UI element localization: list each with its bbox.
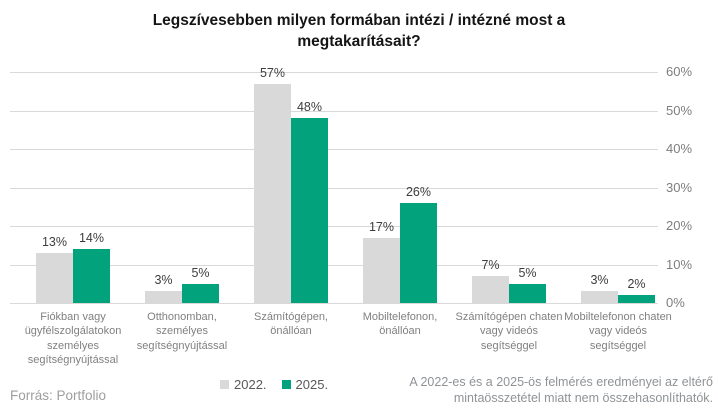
- legend-swatch-icon: [281, 380, 291, 389]
- bar-2022-cat2: [145, 291, 182, 303]
- value-label: 7%: [481, 258, 500, 273]
- legend-item-2022: 2022.: [220, 377, 267, 392]
- category-label: Fiókban vagy ügyfélszolgálatokon személy…: [24, 311, 122, 366]
- footnote: A 2022-es és a 2025-ös felmérés eredmény…: [409, 375, 713, 406]
- value-label: 13%: [41, 234, 68, 249]
- value-label: 3%: [154, 273, 173, 288]
- gridline: [10, 303, 658, 304]
- bar-2025-cat2: [182, 283, 219, 303]
- category-label: Számítógépen, önállóan: [254, 311, 328, 338]
- y-axis-tick-label: 10%: [666, 256, 693, 272]
- y-axis-tick-label: 20%: [666, 218, 693, 233]
- chart-title: Legszívesebben milyen formában intézi / …: [0, 11, 718, 53]
- y-axis-tick-label: 30%: [666, 179, 693, 195]
- bar-2022-cat1: [36, 252, 73, 303]
- source-label: Forrás: Portfolio: [10, 388, 107, 403]
- bar-2022-cat3: [254, 83, 291, 303]
- legend-swatch-icon: [220, 380, 229, 389]
- y-axis-tick-label: 50%: [666, 102, 693, 118]
- value-label: 14%: [78, 231, 105, 246]
- value-label: 5%: [191, 265, 210, 280]
- gridline: [10, 264, 658, 266]
- gridline: [10, 110, 658, 112]
- y-axis-tick-label: 0%: [666, 295, 685, 310]
- value-label: 17%: [368, 219, 395, 234]
- gridline: [10, 149, 658, 150]
- value-label: 48%: [296, 100, 323, 115]
- category-label: Mobiltelefonon, önállóan: [362, 311, 438, 338]
- y-axis-tick-label: 40%: [666, 141, 693, 156]
- y-axis-tick-label: 60%: [666, 64, 693, 79]
- legend-item-2025: 2025.: [281, 377, 329, 392]
- value-label: 57%: [259, 65, 286, 80]
- bar-2025-cat6: [618, 295, 655, 303]
- category-label: Otthonomban, személyes segítségnyújtássa…: [136, 311, 228, 352]
- legend-label: 2025.: [295, 377, 329, 392]
- bar-2025-cat5: [509, 283, 546, 303]
- value-label: 3%: [590, 273, 609, 288]
- bar-2022-cat6: [581, 291, 618, 303]
- bar-2025-cat4: [400, 202, 437, 303]
- gridline: [10, 226, 658, 227]
- category-label: Mobiltelefonon chaten vagy videós segíts…: [564, 311, 672, 352]
- bar-2022-cat5: [472, 276, 509, 303]
- value-label: 2%: [627, 277, 646, 292]
- legend: 2022. 2025.: [220, 377, 328, 392]
- bar-2022-cat4: [363, 237, 400, 303]
- gridline: [10, 187, 658, 189]
- bar-2025-cat3: [291, 118, 328, 303]
- category-label: Számítógépen chaten vagy videós segítség…: [455, 311, 563, 352]
- value-label: 26%: [405, 184, 432, 199]
- bar-2025-cat1: [73, 249, 110, 303]
- value-label: 5%: [518, 265, 537, 280]
- gridline: [10, 72, 658, 73]
- legend-label: 2022.: [234, 377, 267, 392]
- chart-title-text: Legszívesebben milyen formában intézi / …: [152, 12, 566, 50]
